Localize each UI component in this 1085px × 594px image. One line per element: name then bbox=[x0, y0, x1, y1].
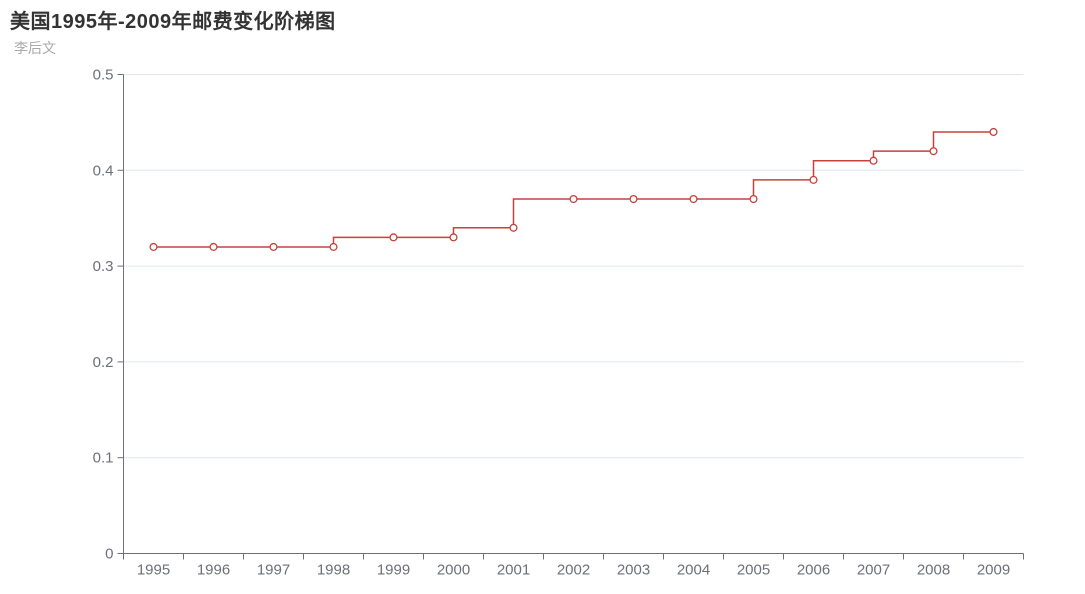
data-point-marker[interactable] bbox=[869, 156, 878, 165]
data-point-marker[interactable] bbox=[749, 194, 758, 204]
x-tick-label: 2009 bbox=[977, 562, 1010, 579]
data-point-marker[interactable] bbox=[629, 194, 638, 204]
x-tick-label: 2008 bbox=[917, 562, 950, 579]
y-tick-label: 0.2 bbox=[93, 354, 114, 371]
data-point-marker[interactable] bbox=[929, 147, 938, 156]
step-line bbox=[153, 131, 994, 248]
x-tick-label: 2003 bbox=[617, 562, 650, 579]
y-tick-label: 0.4 bbox=[93, 162, 114, 179]
x-tick-label: 2006 bbox=[797, 562, 830, 579]
x-tick-label: 1996 bbox=[197, 562, 230, 579]
x-tick-label: 2004 bbox=[677, 562, 710, 579]
y-tick-label: 0 bbox=[105, 546, 113, 563]
x-tick-label: 1997 bbox=[257, 562, 290, 579]
y-tick-label: 0.3 bbox=[93, 258, 114, 275]
x-tick-label: 1999 bbox=[377, 562, 410, 579]
data-point-marker[interactable] bbox=[569, 194, 578, 204]
y-tick-label: 0.1 bbox=[93, 450, 114, 467]
chart-subtitle: 李后文 bbox=[14, 40, 56, 56]
data-point-marker[interactable] bbox=[689, 194, 698, 204]
data-point-marker[interactable] bbox=[509, 223, 518, 232]
data-point-marker[interactable] bbox=[209, 242, 218, 251]
data-point-marker[interactable] bbox=[809, 175, 818, 184]
y-tick-label: 0.5 bbox=[93, 67, 114, 84]
chart-title: 美国1995年-2009年邮费变化阶梯图 bbox=[10, 11, 336, 33]
x-tick-label: 2001 bbox=[497, 562, 530, 579]
data-point-marker[interactable] bbox=[989, 127, 998, 137]
data-point-marker[interactable] bbox=[329, 242, 338, 251]
data-point-marker[interactable] bbox=[449, 233, 458, 242]
data-point-marker[interactable] bbox=[149, 242, 158, 251]
x-tick-label: 2005 bbox=[737, 562, 770, 579]
x-tick-label: 2002 bbox=[557, 562, 590, 579]
x-tick-label: 1995 bbox=[137, 562, 170, 579]
data-point-marker[interactable] bbox=[389, 233, 398, 242]
x-tick-label: 1998 bbox=[317, 562, 350, 579]
data-point-marker[interactable] bbox=[269, 242, 278, 251]
x-tick-label: 2000 bbox=[437, 562, 470, 579]
x-tick-label: 2007 bbox=[857, 562, 890, 579]
